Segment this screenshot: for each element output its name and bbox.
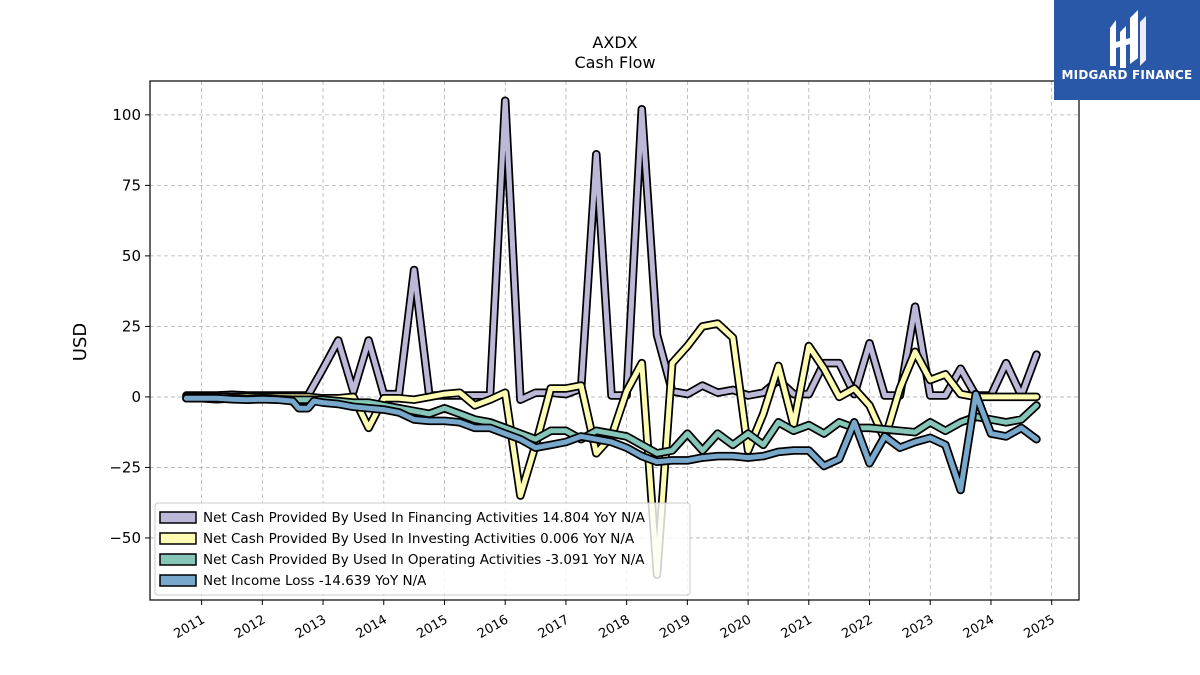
plot-frame (149, 80, 1080, 601)
legend-swatch (159, 553, 197, 566)
chart-subtitle: Cash Flow (574, 53, 655, 72)
legend-swatch (159, 511, 197, 524)
legend-swatch (159, 574, 197, 587)
legend-entry-label: Net Cash Provided By Used In Financing A… (203, 510, 646, 526)
legend: Net Cash Provided By Used In Financing A… (154, 502, 691, 596)
x-tick-label: 2021 (779, 612, 815, 642)
x-tick-label: 2020 (718, 612, 754, 642)
chart-title: AXDX (592, 33, 637, 52)
x-tick-label: 2012 (232, 612, 268, 642)
x-tick-label: 2024 (961, 612, 997, 642)
series-lines (182, 96, 1041, 579)
x-tick-label: 2013 (293, 612, 329, 642)
x-tick-label: 2023 (900, 612, 936, 642)
x-tick-label: 2011 (171, 612, 207, 642)
x-tick-label: 2014 (354, 612, 390, 642)
legend-entry-label: Net Cash Provided By Used In Investing A… (203, 531, 635, 547)
legend-entry-label: Net Cash Provided By Used In Operating A… (203, 552, 645, 568)
y-tick-label: 75 (122, 176, 141, 194)
x-tick-label: 2019 (657, 612, 693, 642)
legend-box (154, 502, 691, 596)
series-line (183, 391, 1039, 493)
x-tick-label: 2018 (596, 612, 632, 642)
x-tick-label: 2025 (1022, 612, 1058, 642)
x-axis-ticks: 2011 2012 2013 2014 2015 2016 2017 2018 2019 2020… (171, 600, 1058, 642)
x-tick-label: 2015 (414, 612, 450, 642)
brand-name: MIDGARD FINANCE (1061, 68, 1193, 82)
y-tick-label: 100 (112, 106, 141, 124)
y-axis-ticks: −50 −25 0 25 50 75 100 (109, 106, 150, 547)
y-tick-label: −25 (109, 458, 141, 476)
legend-swatch (159, 532, 197, 545)
x-tick-label: 2022 (839, 612, 875, 642)
y-axis-label: USD (70, 323, 91, 361)
x-tick-label: 2017 (536, 612, 572, 642)
y-tick-label: −50 (109, 529, 141, 547)
y-tick-label: 50 (122, 247, 141, 265)
y-tick-label: 0 (131, 388, 141, 406)
brand-logo: MIDGARD FINANCE (1054, 0, 1200, 100)
y-tick-label: 25 (122, 317, 141, 335)
legend-entry-label: Net Income Loss -14.639 YoY N/A (203, 573, 427, 589)
brand-mark-icon (1110, 10, 1146, 68)
x-tick-label: 2016 (475, 612, 511, 642)
